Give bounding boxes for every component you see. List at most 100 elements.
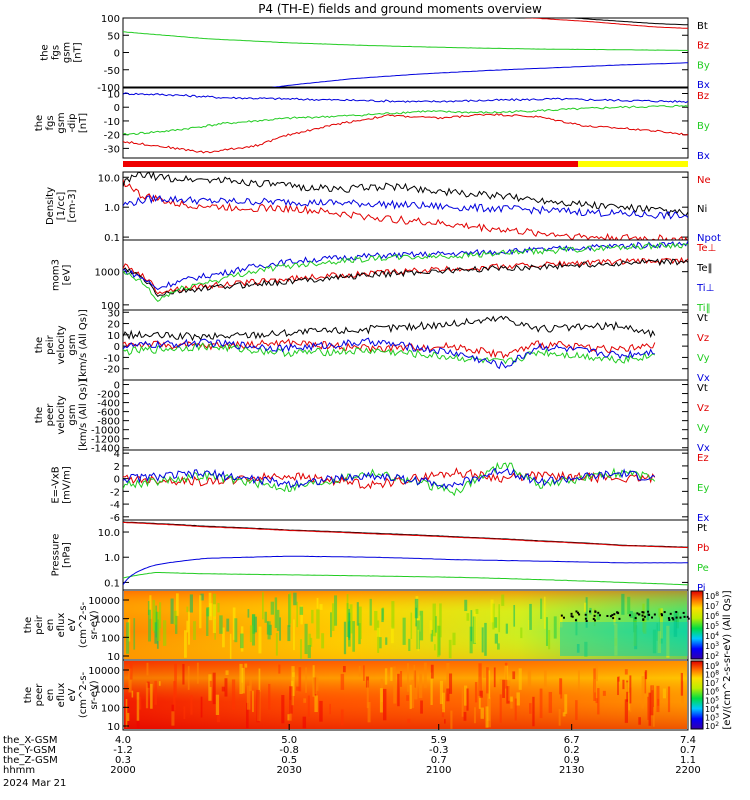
s2-heatmap-stripe	[146, 681, 150, 688]
p3-series-Npot	[123, 194, 688, 220]
s2-heatmap-stripe	[314, 672, 317, 695]
s1-heatmap-stripe	[414, 598, 419, 619]
s2-heatmap-stripe	[242, 667, 245, 694]
s2-heatmap-stripe	[539, 688, 543, 719]
s2-heatmap-stripe	[648, 692, 652, 726]
s1-heatmap-stripe	[673, 611, 678, 637]
s1-heatmap-stripe	[226, 618, 230, 632]
s1-heatmap-stripe	[585, 597, 588, 628]
s2-heatmap-stripe	[367, 701, 371, 723]
s2-heatmap-stripe	[215, 694, 220, 716]
p8-series-Pb	[123, 522, 688, 549]
s1-heatmap-stripe	[629, 610, 633, 618]
p6-ylabel: the peer velocity gsm [km/s (All Qs)]	[34, 379, 89, 451]
s2-colorbar-tick: 104	[705, 704, 719, 714]
p3-series-Ni	[123, 172, 688, 217]
s2-heatmap-stripe	[423, 662, 427, 688]
p4-ylabel: mom3 [eV]	[51, 259, 73, 291]
s2-heatmap-stripe	[510, 696, 513, 702]
s1-heatmap-stripe	[390, 626, 394, 644]
s1-heatmap-stripe	[348, 608, 350, 641]
xaxis-row-value: 2130	[559, 765, 584, 776]
s2-heatmap-stripe	[158, 681, 161, 686]
s2-ylabel-line: the	[23, 687, 34, 703]
s2-heatmap-stripe	[258, 668, 261, 692]
p7-frame	[122, 449, 689, 521]
s2-heatmap-stripe	[187, 666, 190, 690]
p5-ylabel-line: velocity	[56, 325, 67, 364]
s1-heatmap-stripe	[666, 625, 670, 658]
s1-heatmap-stripe	[657, 631, 662, 654]
p1-legend-Bx: Bx	[697, 80, 710, 91]
p4-series-Te⊥	[123, 256, 688, 295]
s2-heatmap-stripe	[278, 664, 281, 674]
xaxis-date: 2024 Mar 21	[3, 778, 66, 789]
s1-heatmap-stripe	[152, 599, 156, 631]
s1-heatmap-stripe	[149, 595, 152, 619]
s2-heatmap-stripe	[543, 670, 547, 687]
s2-ylabel-line: en	[45, 689, 56, 702]
p2-legend-Bx: Bx	[697, 151, 710, 162]
s2-heatmap-stripe	[499, 678, 502, 690]
p1-ytick-label: 0	[114, 49, 120, 60]
s1-heatmap-stripe	[229, 633, 232, 659]
s1-heatmap-stripe	[310, 637, 313, 647]
s2-heatmap-stripe	[480, 707, 484, 719]
p1-series-group	[123, 18, 688, 87]
s1-heatmap-stripe	[186, 620, 189, 633]
s1-high-region	[560, 622, 688, 656]
s1-heatmap-stripe	[183, 630, 187, 658]
xaxis-row-value: 0.5	[281, 755, 297, 766]
s1-heatmap-stripe	[200, 593, 204, 601]
s2-colorbar-tick: 103	[705, 712, 719, 722]
s2-heatmap-stripe	[506, 686, 510, 704]
xaxis-row-value: 2100	[426, 765, 451, 776]
s1-noise-dot	[585, 619, 588, 622]
s2-heatmap-stripe	[305, 667, 307, 693]
s1-heatmap-stripe	[349, 604, 353, 634]
s2-heatmap-stripe	[182, 663, 185, 685]
s1-noise-dot	[628, 614, 631, 617]
p6-legend-Vt: Vt	[697, 383, 708, 394]
s1-noise-dot	[672, 618, 675, 621]
p6-ylabel-line: [km/s (All Qs)]	[78, 379, 89, 451]
p3-ylabel-line: [cm-3]	[67, 189, 78, 222]
p2-series-group	[123, 92, 688, 154]
s1-heatmap-stripe	[621, 593, 625, 615]
s2-heatmap-stripe	[303, 698, 307, 703]
s2-heatmap-stripe	[319, 700, 323, 722]
p4-legend-Ti‖: Ti‖	[696, 303, 711, 314]
s1-noise-dot	[588, 610, 591, 613]
p5-series-Vx	[123, 337, 655, 370]
s1-heatmap-stripe	[187, 611, 190, 645]
p7-series-group	[123, 461, 656, 497]
s2-heatmap-stripe	[624, 669, 628, 675]
p7-ylabel: E=-VxB [mV/m]	[51, 466, 73, 504]
p5-series-Vt	[123, 315, 656, 342]
s1-heatmap-stripe	[270, 601, 275, 615]
p8-legend-Pe: Pe	[697, 563, 709, 574]
s2-heatmap-stripe	[486, 667, 489, 694]
s2-heatmap-stripe	[439, 680, 444, 705]
s1-heatmap-stripe	[432, 603, 436, 637]
s1-heatmap-stripe	[658, 608, 662, 618]
s2-heatmap-stripe	[363, 665, 365, 681]
s1-heatmap-stripe	[434, 644, 436, 651]
p4-ytick-label: 1000	[95, 268, 120, 279]
s2-heatmap-stripe	[136, 692, 140, 721]
s2-heatmap-stripe	[473, 707, 476, 724]
s2-heatmap-stripe	[461, 686, 464, 717]
s2-heatmap-stripe	[256, 689, 260, 723]
p6-ylabel-line: velocity	[56, 395, 67, 434]
s2-heatmap-stripe	[602, 690, 606, 696]
s1-noise-dot	[687, 617, 690, 620]
s1-heatmap-stripe	[614, 623, 618, 656]
s1-heatmap-stripe	[584, 641, 588, 657]
s1-heatmap-stripe	[212, 604, 217, 634]
s1-heatmap-stripe	[356, 602, 359, 626]
s1-heatmap-stripe	[435, 616, 437, 633]
s1-heatmap-stripe	[249, 625, 253, 643]
p8-legend-Pb: Pb	[697, 543, 709, 554]
s1-heatmap-stripe	[408, 638, 411, 651]
